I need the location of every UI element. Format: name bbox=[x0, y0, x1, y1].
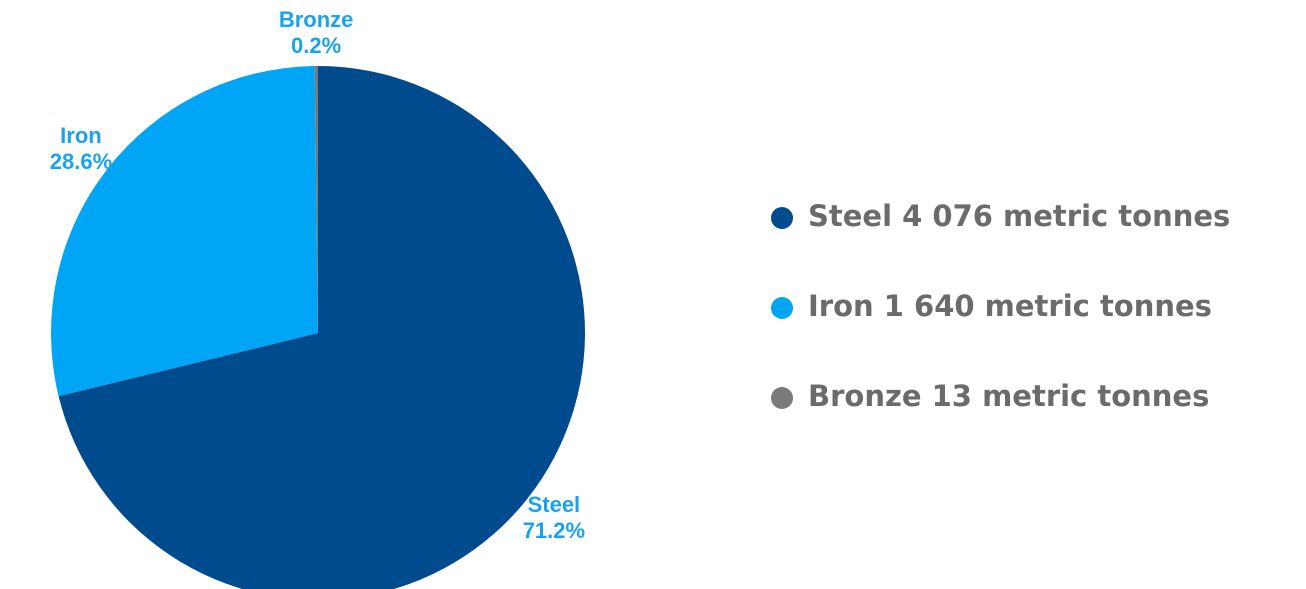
legend-marker bbox=[771, 387, 793, 409]
legend-entry: Iron 1 640 metric tonnes bbox=[808, 289, 1212, 323]
slice-value-label: 0.2% bbox=[291, 33, 341, 58]
slice-value-label: 71.2% bbox=[523, 518, 585, 543]
legend-marker bbox=[771, 207, 793, 229]
pie-slice bbox=[314, 66, 318, 333]
slice-category-label: Iron bbox=[60, 123, 102, 148]
legend-entry: Bronze 13 metric tonnes bbox=[808, 379, 1209, 413]
legend-entry: Steel 4 076 metric tonnes bbox=[808, 199, 1230, 233]
slice-category-label: Bronze bbox=[279, 7, 354, 32]
legend-marker bbox=[771, 297, 793, 319]
pie-slice bbox=[58, 66, 585, 589]
slice-category-label: Steel bbox=[528, 492, 581, 517]
slice-value-label: 28.6% bbox=[50, 149, 112, 174]
pie-slice bbox=[50, 66, 318, 397]
